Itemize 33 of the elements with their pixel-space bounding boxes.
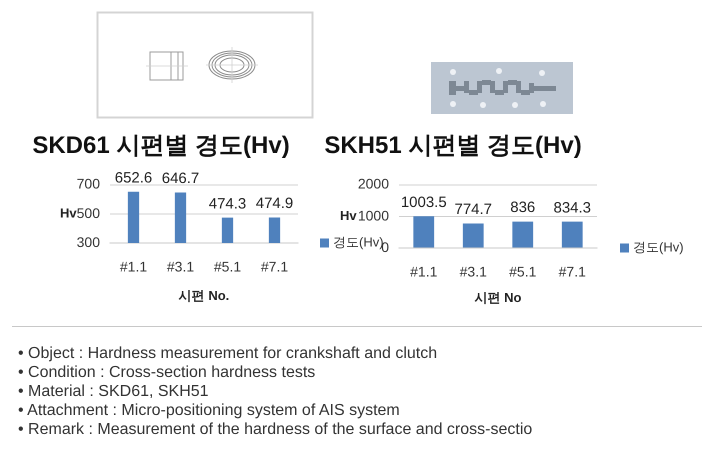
chart-title: SKD61 시편별 경도(Hv)	[32, 132, 290, 160]
x-tick-label: #3.1	[166, 258, 194, 274]
data-label: 836	[510, 199, 536, 216]
text: • Object : Hardness measurement for crankshaft and clutch	[18, 344, 438, 363]
text: • Condition : Cross-section hardness tests	[18, 363, 316, 382]
x-tick-label: #7.1	[260, 258, 288, 274]
data-label: 774.7	[454, 201, 492, 218]
x-axis-title: 시편 No	[474, 290, 522, 305]
y-tick-label: 2000	[358, 176, 390, 192]
data-label: 474.3	[208, 195, 246, 212]
data-label: 834.3	[553, 199, 592, 216]
text: • Remark : Measurement of the hardness of the surface and cross-sectio	[18, 420, 532, 439]
x-tick-label: #7.1	[558, 263, 586, 280]
data-label: 474.9	[256, 195, 294, 212]
y-tick-label: 500	[76, 204, 100, 221]
x-tick-label: #5.1	[509, 263, 537, 280]
data-label: 652.6	[114, 169, 152, 186]
text: • Attachment : Micro-positioning system of AIS system	[18, 401, 401, 420]
x-axis-title: 시편 No.	[178, 288, 230, 303]
x-tick-label: #1.1	[120, 258, 148, 274]
data-label: 646.7	[162, 170, 200, 188]
y-tick-label: 300	[76, 234, 100, 250]
x-tick-label: #3.1	[460, 263, 488, 280]
legend-label: 경도(Hv)	[633, 240, 684, 255]
y-tick-label: 1000	[358, 207, 390, 224]
text: • Material : SKD61, SKH51	[18, 382, 210, 401]
x-tick-label: #1.1	[410, 263, 438, 280]
data-label: 1003.5	[400, 194, 447, 211]
x-tick-label: #5.1	[214, 258, 242, 274]
y-axis-title: Hv	[340, 208, 358, 223]
y-axis-title: Hv	[60, 205, 78, 220]
chart-title: SKH51 시편별 경도(Hv)	[324, 132, 582, 160]
y-tick-label: 700	[76, 176, 100, 192]
